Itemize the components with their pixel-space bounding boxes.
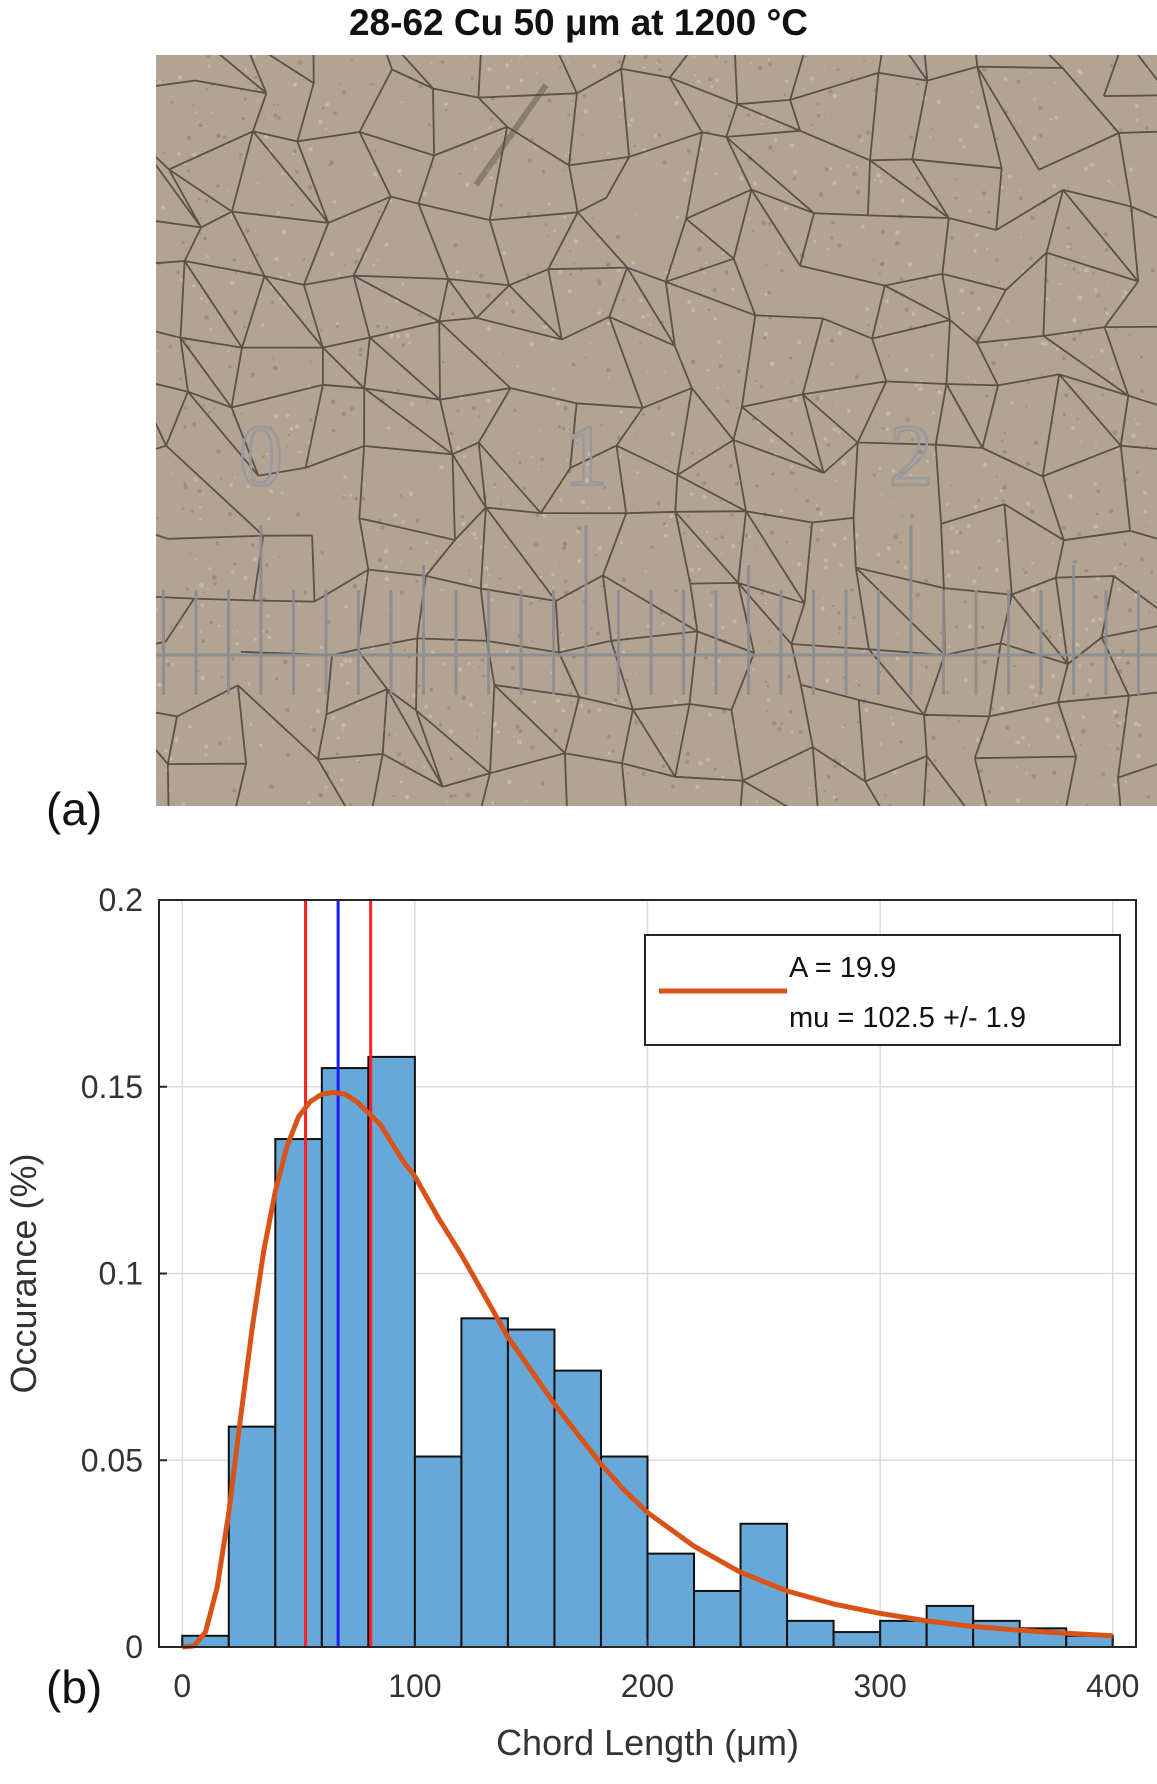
figure-title: 28-62 Cu 50 μm at 1200 °C: [348, 2, 809, 43]
y-tick-label: 0.1: [99, 1256, 143, 1292]
histogram-bars: [181, 1055, 1114, 1649]
histogram-bar: [693, 1589, 742, 1648]
histogram-bar: [274, 1138, 323, 1648]
legend-box: A = 19.9 mu = 102.5 +/- 1.9: [644, 934, 1121, 1046]
histogram-bar: [879, 1619, 928, 1648]
axis-ticks: 0 100 200 300 400 0 0.05 0.1 0.15 0.2: [81, 882, 1140, 1704]
x-tick-label: 300: [853, 1668, 906, 1704]
micrograph-background: [156, 55, 1157, 806]
histogram-bar: [367, 1055, 416, 1648]
y-tick-label: 0.05: [81, 1442, 143, 1478]
fit-curve-layer: [182, 1089, 1113, 1650]
y-tick-label: 0.2: [99, 882, 143, 918]
grain-boundaries: [156, 55, 1157, 806]
reticle-number: 1: [564, 408, 608, 505]
histogram-bar: [786, 1619, 835, 1648]
x-axis-title: Chord Length (μm): [496, 1722, 799, 1763]
y-axis-title: Occurance (%): [3, 1153, 44, 1393]
y-tick-label: 0: [125, 1629, 143, 1665]
x-tick-label: 100: [388, 1668, 441, 1704]
vertical-marker-lines: [304, 900, 373, 1647]
panel-b-label: (b): [46, 1661, 103, 1713]
panel-a-label: (a): [46, 783, 103, 835]
fit-curve: [182, 1089, 1113, 1650]
reticle-number: 2: [889, 408, 933, 505]
histogram-bar: [599, 1455, 649, 1649]
histogram-bar: [460, 1317, 509, 1648]
histogram-bar: [646, 1552, 696, 1648]
y-tick-label: 0.15: [81, 1069, 143, 1105]
histogram-bar: [832, 1631, 882, 1648]
histogram-bar: [320, 1067, 370, 1648]
reticle-number: 0: [239, 408, 283, 505]
reticle-scale: [156, 525, 1157, 695]
legend-mu-text: mu = 102.5 +/- 1.9: [789, 1002, 1026, 1034]
x-tick-label: 400: [1086, 1668, 1139, 1704]
x-tick-label: 0: [173, 1668, 191, 1704]
histogram-bar: [506, 1328, 556, 1648]
micrograph-image: 0 1 2: [156, 55, 1157, 806]
x-tick-label: 200: [621, 1668, 674, 1704]
legend-amplitude-text: A = 19.9: [789, 952, 896, 984]
histogram-chart: 0 100 200 300 400 0 0.05 0.1 0.15 0.2 Chord Lengt…: [0, 860, 1157, 1784]
surface-scratch: [473, 83, 549, 187]
histogram-bar: [413, 1455, 463, 1649]
histogram-bar: [739, 1522, 789, 1648]
